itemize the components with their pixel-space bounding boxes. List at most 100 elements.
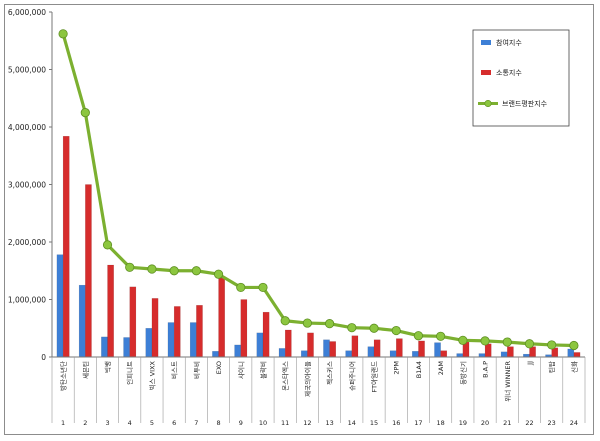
brand-index-point xyxy=(169,266,179,276)
participation-bar xyxy=(101,336,108,358)
brand-index-point xyxy=(436,331,446,341)
rank-label: 15 xyxy=(370,419,378,427)
communication-bar xyxy=(173,306,181,358)
rank-label: 20 xyxy=(481,419,489,427)
participation-bar xyxy=(278,348,286,358)
category-label: 세븐틴 xyxy=(81,361,90,379)
rank-label: 7 xyxy=(194,419,198,427)
communication-bar xyxy=(284,329,292,358)
rank-label: 17 xyxy=(414,419,422,427)
rank-label: 4 xyxy=(128,419,132,427)
category-label: 몬스타엑스 xyxy=(281,361,290,391)
category-label: 틴탑 xyxy=(547,361,556,373)
x-axis: 방탄소년단 1 세븐틴 2 빅뱅 3 인피니트 4 빅스 VIXX 5 비스트 6 비투비 7 EXO 8 샤이… xyxy=(51,356,586,427)
category-label: 2AM xyxy=(437,361,445,375)
brand-index-point xyxy=(102,240,113,250)
participation-bar xyxy=(323,339,330,358)
communication-bar xyxy=(240,299,248,358)
brand-index-point xyxy=(458,335,468,345)
legend-swatch-communication xyxy=(481,70,491,75)
communication-bar xyxy=(218,277,225,358)
participation-bar xyxy=(500,351,508,358)
y-tick-label: 5,000,000 xyxy=(8,66,46,75)
brand-reputation-chart: 0 1,000,000 2,000,000 3,000,000 4,000,000 5,0… xyxy=(8,8,586,427)
participation-bar xyxy=(389,350,397,358)
legend-label-brand: 브랜드평판지수 xyxy=(502,99,548,108)
participation-bar xyxy=(300,350,308,358)
category-label: 젝스키스 xyxy=(325,361,334,385)
participation-bar xyxy=(478,353,486,358)
category-label: JJ xyxy=(526,361,534,366)
y-axis: 0 1,000,000 2,000,000 3,000,000 4,000,000 5,0… xyxy=(8,8,53,362)
participation-bar xyxy=(234,344,241,358)
category-label: EXO xyxy=(215,361,223,374)
participation-bar xyxy=(367,346,375,358)
y-tick-label: 6,000,000 xyxy=(8,8,46,17)
participation-bar xyxy=(345,350,353,358)
brand-index-point xyxy=(280,316,290,326)
communication-bar xyxy=(484,343,492,358)
communication-bar xyxy=(307,332,314,358)
communication-bar xyxy=(262,311,270,358)
communication-bar xyxy=(507,346,514,358)
participation-bar xyxy=(78,284,86,358)
brand-index-point xyxy=(213,269,224,279)
brand-index-point xyxy=(125,262,135,272)
category-label: 슈퍼주니어 xyxy=(347,361,356,391)
brand-index-point xyxy=(413,331,424,341)
participation-bar xyxy=(56,254,64,358)
brand-index-point xyxy=(80,108,90,118)
brand-index-point xyxy=(58,29,68,39)
y-tick-label: 2,000,000 xyxy=(8,238,46,247)
category-label: 2PM xyxy=(393,361,401,375)
rank-label: 13 xyxy=(325,419,333,427)
participation-bar xyxy=(189,322,197,358)
category-label: 비스트 xyxy=(170,361,179,379)
y-tick-label: 4,000,000 xyxy=(8,123,46,132)
rank-label: 24 xyxy=(570,419,578,427)
chart-frame: 0 1,000,000 2,000,000 3,000,000 4,000,000 5,0… xyxy=(4,4,594,435)
legend-box xyxy=(472,29,570,127)
category-label: 신화 xyxy=(569,361,578,373)
category-label: 인피니트 xyxy=(125,361,134,385)
rank-label: 1 xyxy=(61,419,65,427)
legend-swatch-participation xyxy=(481,40,491,45)
participation-bar xyxy=(145,328,153,358)
rank-label: 19 xyxy=(459,419,467,427)
y-tick-label: 1,000,000 xyxy=(8,296,46,305)
brand-index-point xyxy=(569,340,579,351)
communication-bar xyxy=(62,135,70,358)
rank-label: 5 xyxy=(150,419,154,427)
legend-label-participation: 참여지수 xyxy=(496,38,522,47)
brand-index-point xyxy=(325,319,335,329)
rank-label: 16 xyxy=(392,419,400,427)
category-label: 빅스 VIXX xyxy=(147,360,156,390)
rank-label: 18 xyxy=(437,419,445,427)
rank-label: 21 xyxy=(503,419,511,427)
rank-label: 3 xyxy=(105,419,109,427)
rank-label: 22 xyxy=(525,419,533,427)
y-tick-label: 3,000,000 xyxy=(8,181,46,190)
brand-index-point xyxy=(524,339,535,349)
rank-label: 12 xyxy=(303,419,311,427)
rank-label: 10 xyxy=(259,419,267,427)
category-label: 빅뱅 xyxy=(103,361,112,373)
communication-bar xyxy=(440,350,448,358)
brand-index-point xyxy=(391,325,401,336)
communication-bar xyxy=(329,341,337,358)
brand-index-point xyxy=(302,318,312,328)
communication-bar xyxy=(351,335,359,358)
communication-bar xyxy=(85,184,92,358)
category-label: 샤이니 xyxy=(236,361,245,379)
participation-bar xyxy=(456,353,464,358)
participation-bar xyxy=(256,332,264,358)
category-label: 위너 WINNER xyxy=(503,361,512,402)
legend-label-communication: 소통지수 xyxy=(496,68,522,77)
category-label: B.A.P xyxy=(482,361,490,378)
rank-label: 6 xyxy=(172,419,176,427)
rank-label: 11 xyxy=(281,419,289,427)
brand-index-point xyxy=(147,264,157,274)
rank-label: 9 xyxy=(239,419,243,427)
communication-bar xyxy=(396,338,403,358)
